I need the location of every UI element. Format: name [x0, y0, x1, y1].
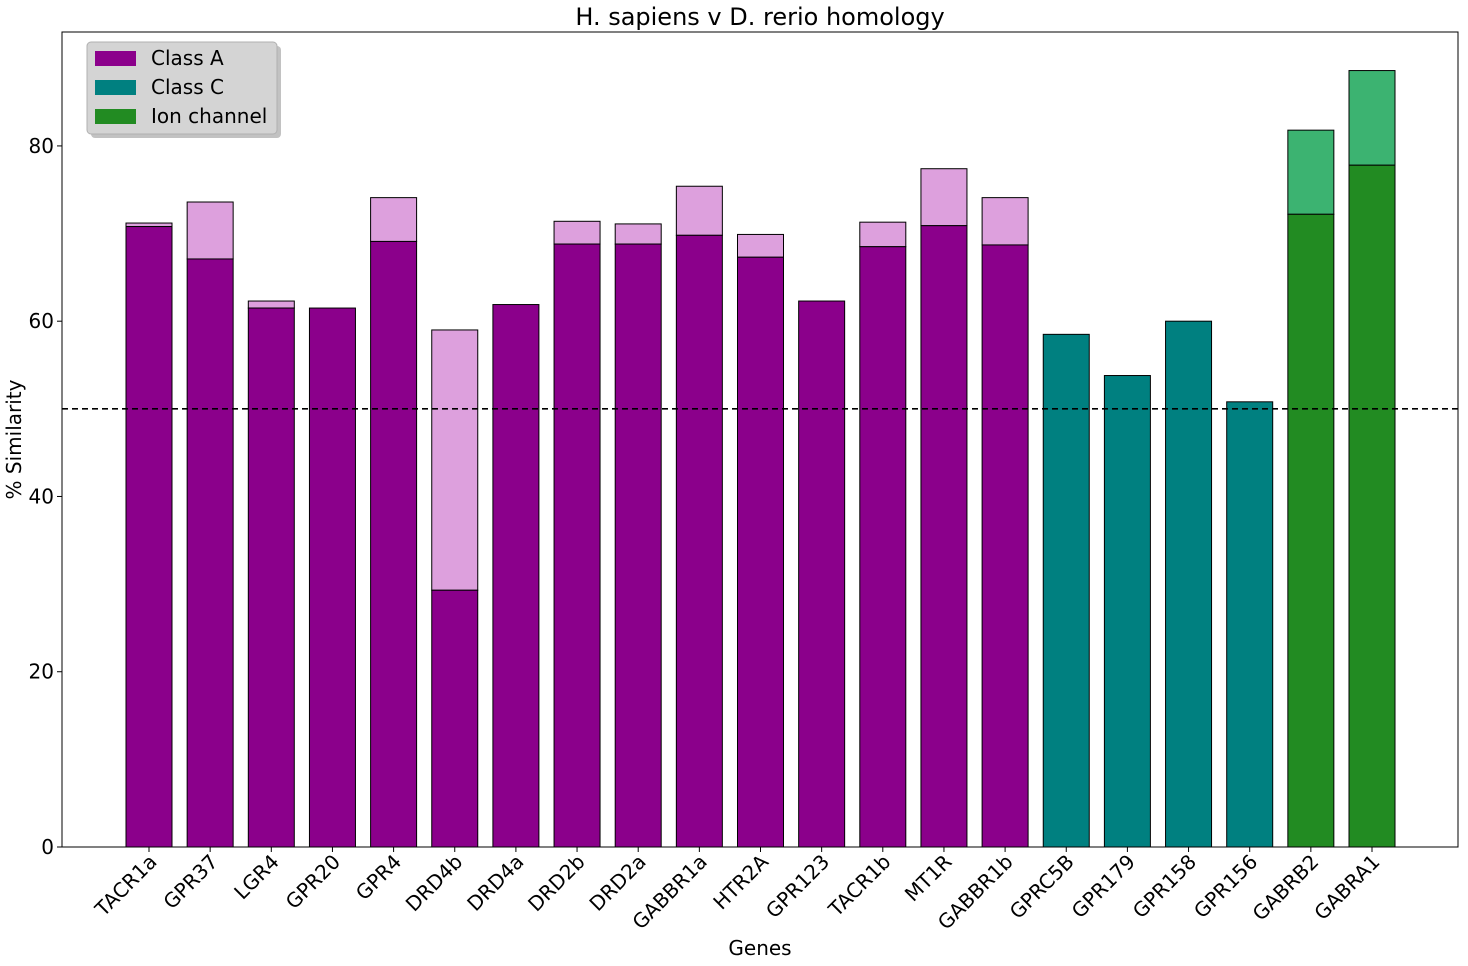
x-tick-label-GPRC5B: GPRC5B — [1005, 850, 1079, 924]
bar-base-DRD2a — [614, 243, 662, 848]
bar-group-DRD4b — [431, 329, 479, 848]
bar-base-GPR20 — [308, 307, 356, 848]
x-axis-label: Genes — [728, 936, 791, 960]
bar-group-GPR123 — [798, 300, 846, 848]
x-tick-label-MT1R: MT1R — [900, 849, 957, 906]
bar-group-MT1R — [920, 168, 968, 848]
bar-base-GPRC5B — [1042, 333, 1090, 848]
bar-top-DRD2b — [553, 220, 601, 245]
bar-top-MT1R — [920, 168, 968, 227]
bar-base-GPR4 — [370, 240, 418, 848]
bar-base-GPR156 — [1226, 401, 1274, 848]
bar-top-GABRA1 — [1348, 70, 1396, 166]
bar-top-DRD2a — [614, 223, 662, 245]
bar-group-HTR2A — [737, 233, 784, 848]
bar-group-GPR179 — [1103, 375, 1151, 848]
y-tick-label-0: 0 — [41, 835, 54, 859]
bar-group-TACR1a — [125, 222, 173, 848]
x-tick-label-LGR4: LGR4 — [229, 850, 284, 905]
bar-top-DRD4b — [431, 329, 479, 591]
bar-base-TACR1a — [125, 226, 173, 848]
bar-base-GPR37 — [186, 258, 234, 848]
y-tick-label-60: 60 — [29, 309, 54, 333]
x-tick-label-GPR4: GPR4 — [351, 850, 406, 905]
bars-group — [125, 70, 1396, 848]
legend-swatch-1 — [95, 80, 136, 95]
bar-top-GPR37 — [186, 201, 234, 260]
chart-title: H. sapiens v D. rerio homology — [575, 3, 944, 31]
x-tick-label-GPR123: GPR123 — [761, 850, 834, 923]
bar-base-GPR158 — [1165, 320, 1213, 848]
legend-label-0: Class A — [151, 46, 224, 70]
bar-top-TACR1b — [859, 221, 907, 248]
bar-group-DRD2b — [553, 220, 601, 848]
x-tick-label-GPR37: GPR37 — [158, 850, 222, 914]
bar-group-GPR4 — [370, 197, 418, 848]
legend-label-2: Ion channel — [151, 104, 267, 128]
legend-swatch-0 — [95, 51, 136, 66]
bar-base-MT1R — [920, 225, 968, 848]
y-axis-ticks: 0 20 40 60 80 — [29, 134, 62, 859]
legend-swatch-2 — [95, 109, 136, 124]
y-tick-label-40: 40 — [29, 484, 54, 508]
bar-group-GABRA1 — [1348, 70, 1396, 848]
bar-group-GABBR1b — [981, 197, 1029, 848]
bar-base-DRD4a — [492, 304, 540, 848]
y-tick-label-20: 20 — [29, 660, 54, 684]
x-tick-label-GPR179: GPR179 — [1067, 850, 1140, 923]
bar-group-LGR4 — [247, 300, 295, 848]
bar-group-GABBR1a — [675, 185, 723, 848]
bar-group-GPR158 — [1165, 320, 1213, 848]
bar-base-GABBR1a — [675, 234, 723, 848]
x-tick-label-GABRB2: GABRB2 — [1248, 850, 1324, 926]
legend-label-1: Class C — [151, 75, 224, 99]
x-tick-label-TACR1b: TACR1b — [823, 850, 895, 922]
bar-group-TACR1b — [859, 221, 907, 848]
bar-base-DRD4b — [431, 589, 479, 848]
bar-top-GPR4 — [370, 197, 418, 242]
bar-base-GPR179 — [1103, 375, 1151, 848]
x-tick-label-DRD4b: DRD4b — [401, 850, 468, 917]
y-tick-label-80: 80 — [29, 134, 54, 158]
bar-base-LGR4 — [247, 307, 295, 848]
bar-base-GABBR1b — [981, 244, 1029, 848]
bar-top-TACR1a — [125, 222, 173, 228]
x-tick-label-GPR20: GPR20 — [281, 850, 345, 914]
legend: Class A Class C Ion channel — [86, 41, 281, 138]
bar-top-GABRB2 — [1287, 129, 1335, 215]
x-tick-label-GPR158: GPR158 — [1128, 850, 1201, 923]
y-axis-label: % Similarity — [2, 379, 26, 499]
bar-base-HTR2A — [737, 256, 784, 848]
bar-base-GABRA1 — [1348, 164, 1396, 848]
bar-base-DRD2b — [553, 243, 601, 848]
bar-top-GABBR1b — [981, 197, 1029, 246]
bar-group-GABRB2 — [1287, 129, 1335, 848]
x-tick-label-DRD4a: DRD4a — [462, 850, 528, 916]
bar-top-GABBR1a — [675, 185, 723, 236]
bar-group-GPR156 — [1226, 401, 1274, 848]
bar-top-HTR2A — [737, 233, 784, 258]
bar-group-GPRC5B — [1042, 333, 1090, 848]
bar-group-DRD4a — [492, 304, 540, 848]
x-tick-label-DRD2b: DRD2b — [523, 850, 590, 917]
bar-group-GPR37 — [186, 201, 234, 848]
bar-group-DRD2a — [614, 223, 662, 848]
bar-base-GABRB2 — [1287, 213, 1335, 848]
bar-base-TACR1b — [859, 246, 907, 848]
x-tick-label-GABRA1: GABRA1 — [1309, 850, 1384, 925]
bar-base-GPR123 — [798, 300, 846, 848]
bar-top-LGR4 — [247, 300, 295, 309]
bar-group-GPR20 — [308, 307, 356, 848]
x-tick-label-TACR1a: TACR1a — [90, 850, 162, 922]
